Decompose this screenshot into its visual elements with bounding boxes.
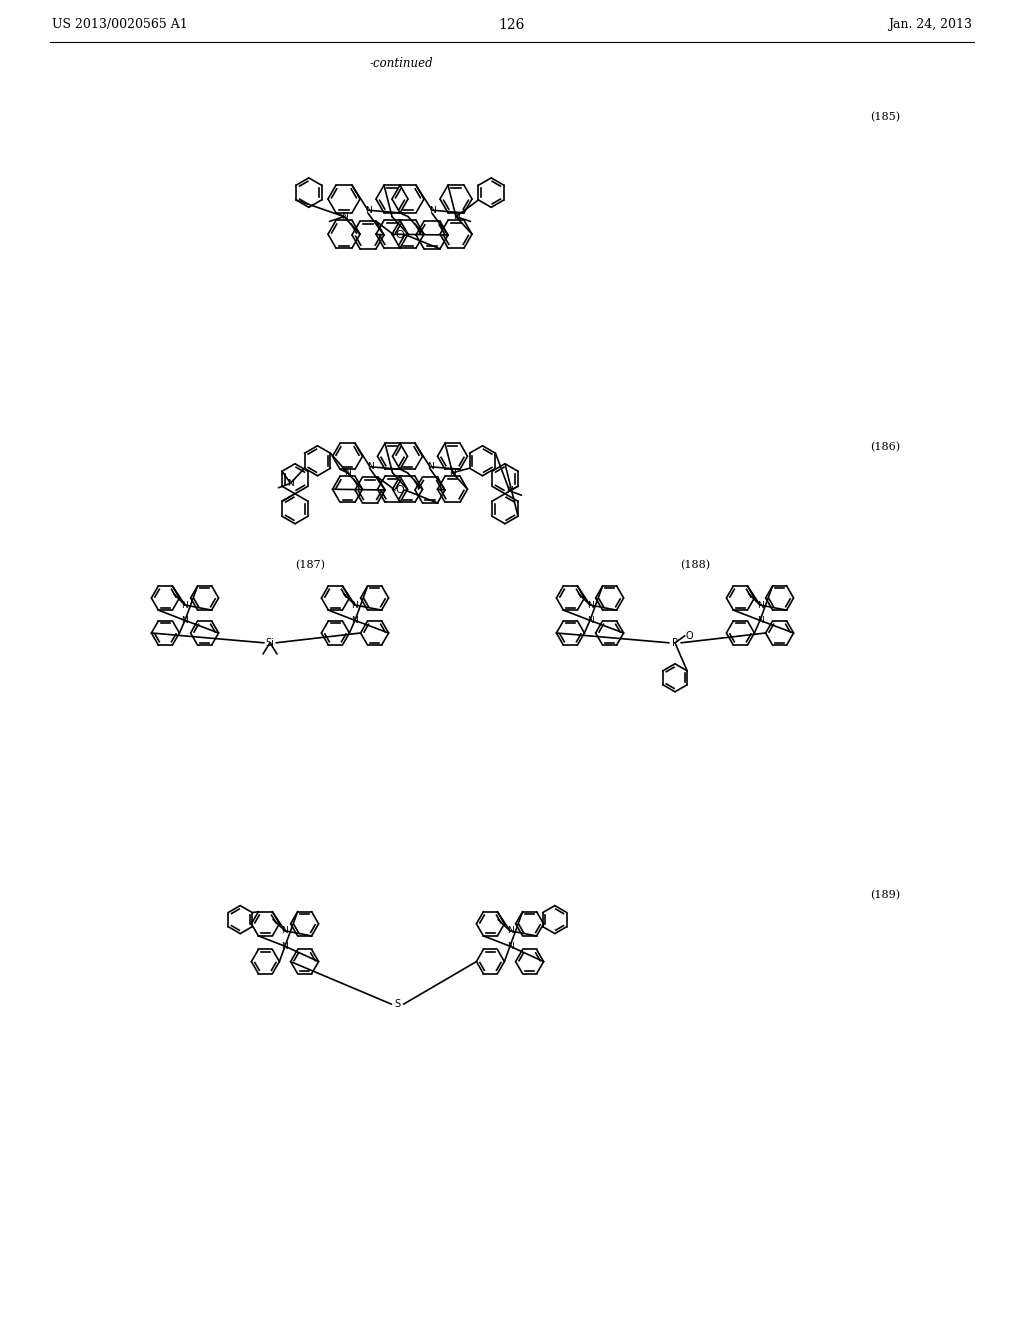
Text: N: N [351,601,358,610]
Text: O: O [395,230,404,240]
Text: N: N [287,479,294,488]
Text: N: N [427,462,433,471]
Text: N: N [506,486,513,495]
Text: N: N [507,927,513,936]
Text: N: N [757,616,763,624]
Text: N: N [365,206,372,215]
Text: O: O [395,484,404,495]
Text: N: N [429,206,435,215]
Text: (188): (188) [680,560,710,570]
Text: (186): (186) [870,442,900,453]
Text: P: P [672,638,678,648]
Text: N: N [367,462,374,471]
Text: N: N [282,927,289,936]
Text: Si: Si [265,638,274,648]
Text: O: O [686,631,693,640]
Text: N: N [453,213,460,220]
Text: N: N [282,941,289,950]
Text: 126: 126 [499,18,525,32]
Text: US 2013/0020565 A1: US 2013/0020565 A1 [52,18,187,30]
Text: N: N [181,601,188,610]
Text: S: S [394,999,400,1010]
Text: N: N [587,616,593,624]
Text: (189): (189) [870,890,900,900]
Text: -continued: -continued [370,57,433,70]
Text: N: N [507,941,513,950]
Text: N: N [450,469,456,478]
Text: Jan. 24, 2013: Jan. 24, 2013 [888,18,972,30]
Text: N: N [587,601,593,610]
Text: (185): (185) [870,112,900,123]
Text: N: N [351,616,358,624]
Text: N: N [344,469,351,478]
Text: N: N [757,601,763,610]
Text: (187): (187) [295,560,325,570]
Text: N: N [181,616,188,624]
Text: N: N [341,213,347,220]
